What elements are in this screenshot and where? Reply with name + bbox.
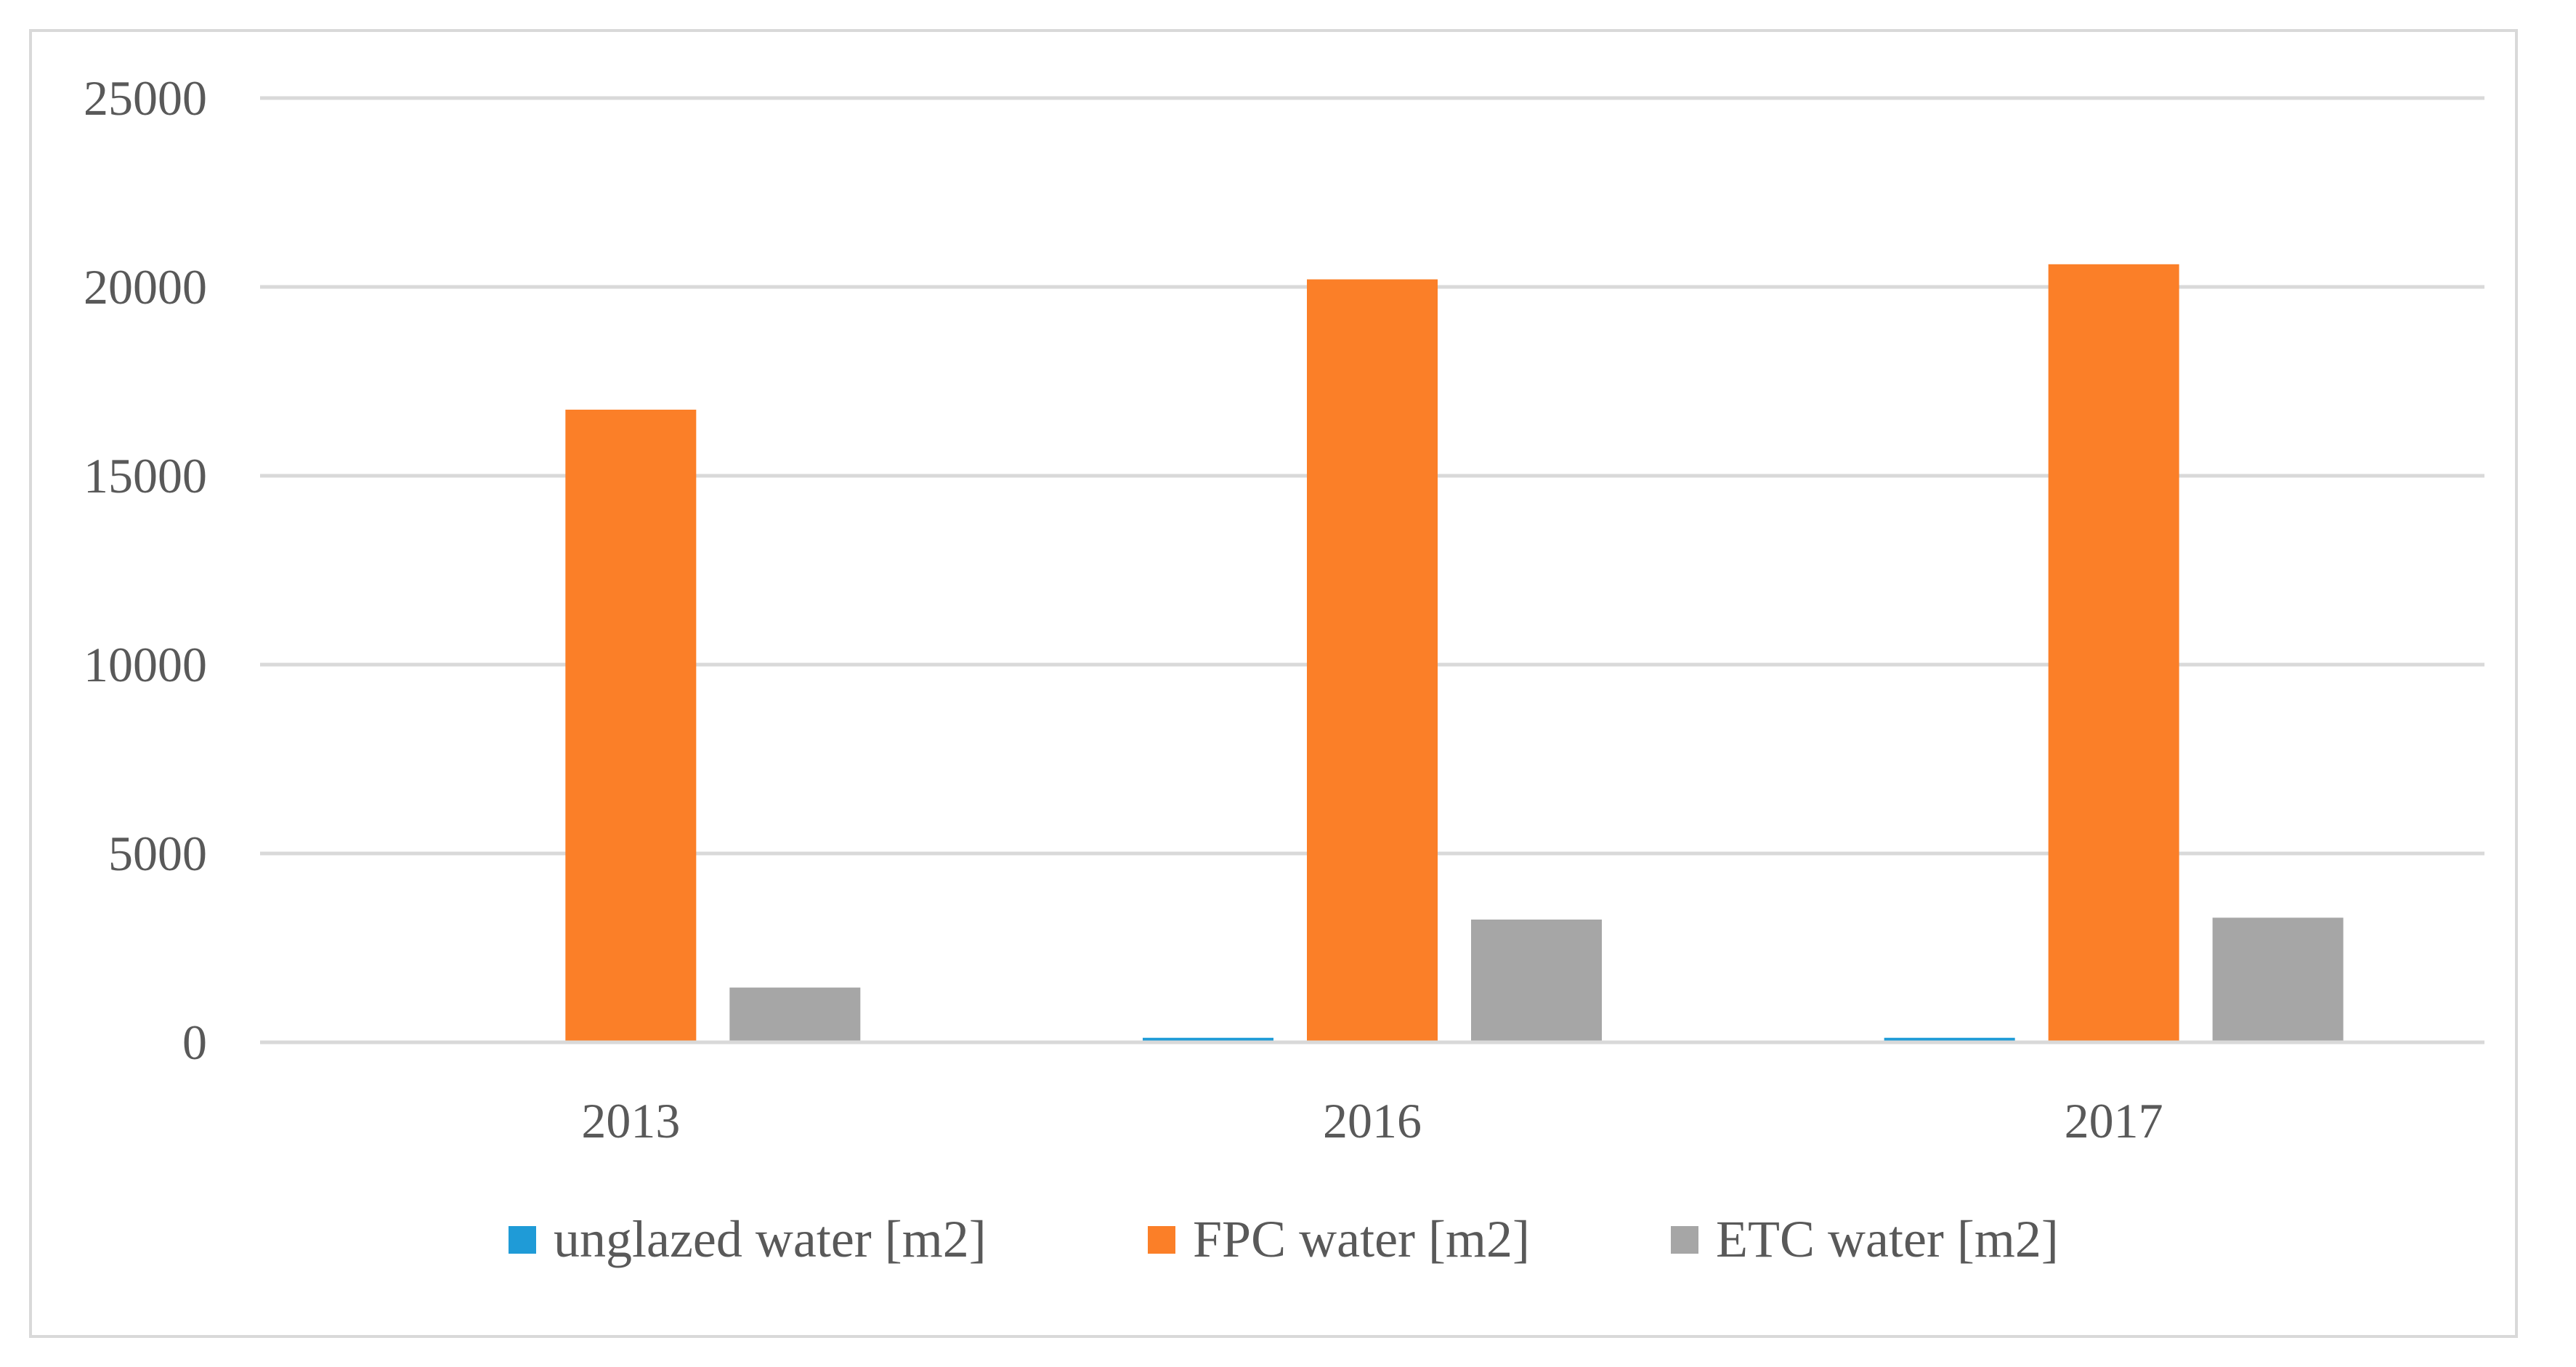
- legend-label: FPC water [m2]: [1193, 1210, 1530, 1268]
- bar-etc-2017: [2212, 917, 2344, 1042]
- legend-swatch: [509, 1226, 536, 1254]
- legend: unglazed water [m2] FPC water [m2] ETC wat…: [509, 1210, 2059, 1268]
- legend-label: ETC water [m2]: [1716, 1210, 2059, 1268]
- bar-fpc-2013: [565, 410, 697, 1042]
- bar-unglazed-2016: [1143, 1037, 1273, 1042]
- bars: [565, 264, 2344, 1043]
- x-tick-label: 2017: [2065, 1093, 2163, 1148]
- bar-etc-2016: [1471, 920, 1602, 1042]
- y-tick-label: 25000: [84, 70, 207, 126]
- y-tick-label: 15000: [84, 448, 207, 503]
- y-tick-label: 5000: [108, 826, 207, 881]
- y-axis-tick-labels: 0 5000 10000 15000 20000 25000: [84, 70, 207, 1070]
- bar-unglazed-2017: [1884, 1037, 2015, 1042]
- y-tick-label: 10000: [84, 637, 207, 692]
- bar-fpc-2017: [2048, 264, 2179, 1042]
- y-tick-label: 0: [182, 1015, 207, 1070]
- legend-swatch: [1148, 1226, 1175, 1254]
- x-tick-label: 2016: [1323, 1093, 1422, 1148]
- bar-fpc-2016: [1307, 279, 1438, 1043]
- bar-etc-2013: [729, 987, 861, 1042]
- x-axis-tick-labels: 2013 2016 2017: [581, 1093, 2163, 1148]
- x-tick-label: 2013: [581, 1093, 680, 1148]
- y-tick-label: 20000: [84, 259, 207, 315]
- legend-label: unglazed water [m2]: [554, 1210, 987, 1268]
- legend-swatch: [1671, 1226, 1698, 1254]
